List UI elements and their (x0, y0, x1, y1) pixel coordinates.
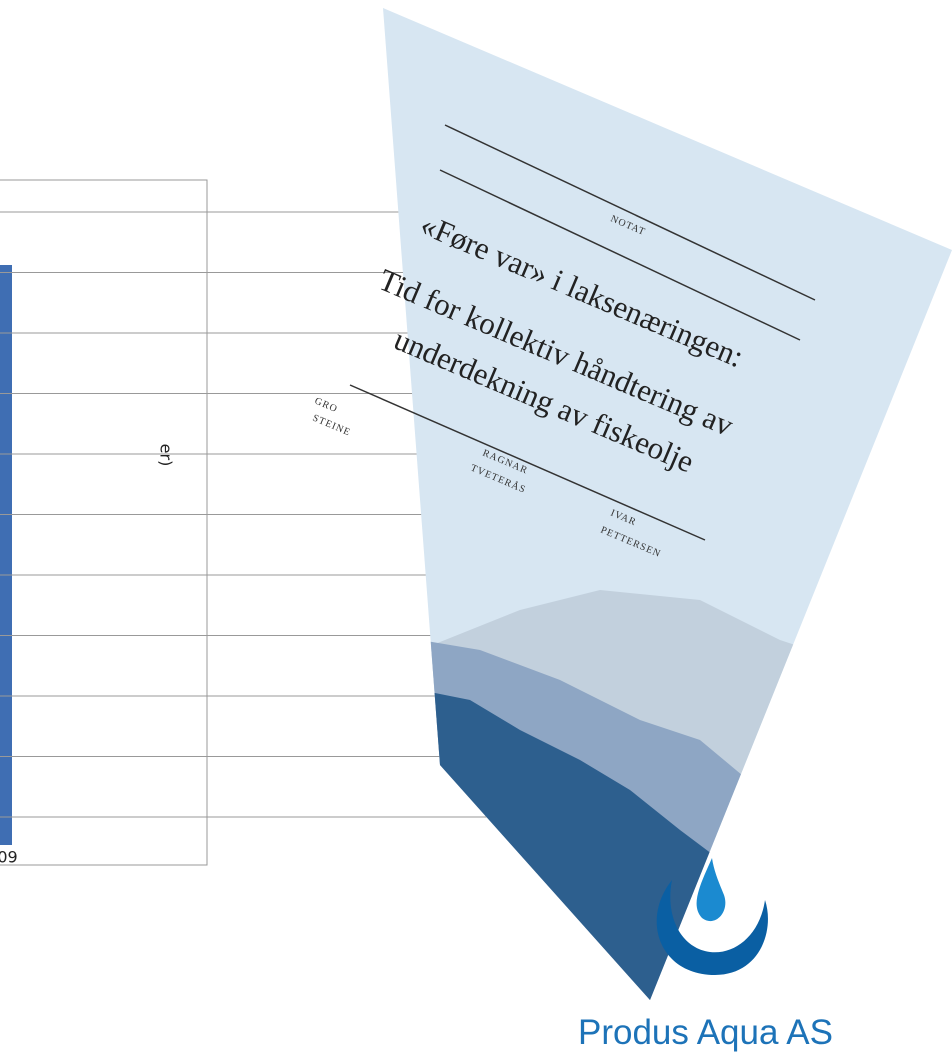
logo-text: Produs Aqua AS (578, 1013, 833, 1052)
chart-frame (0, 180, 207, 865)
bar (0, 265, 12, 845)
axis-label: er) (157, 444, 176, 467)
x-label: 2009 (0, 848, 18, 867)
slide: 2009 er) 1000009000080000700006000050000… (0, 0, 952, 1057)
